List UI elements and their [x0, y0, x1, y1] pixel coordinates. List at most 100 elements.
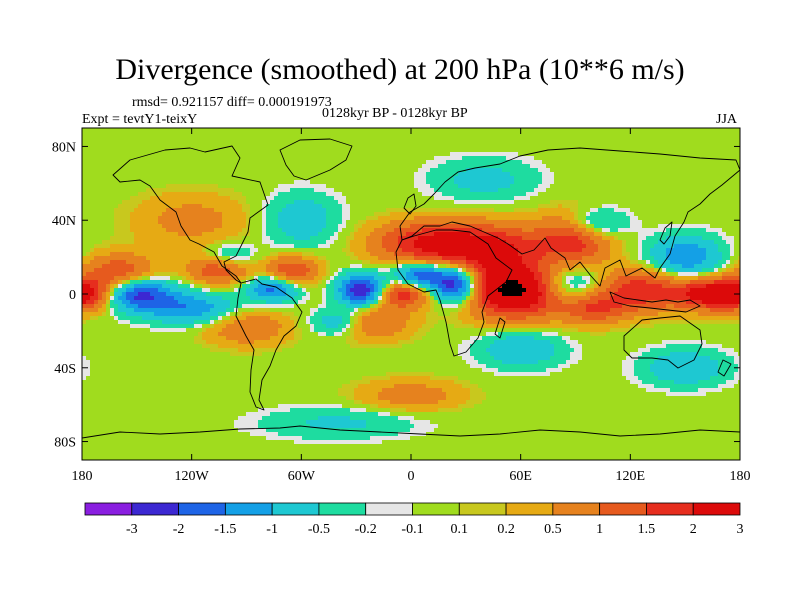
heatmap-cell	[262, 180, 267, 185]
heatmap-cell	[582, 224, 587, 229]
heatmap-cell	[250, 248, 255, 253]
heatmap-cell	[482, 176, 487, 181]
heatmap-cell	[122, 244, 127, 249]
heatmap-cell	[286, 220, 291, 225]
heatmap-cell	[446, 208, 451, 213]
heatmap-cell	[470, 180, 475, 185]
heatmap-cell	[394, 172, 399, 177]
heatmap-cell	[630, 148, 635, 153]
heatmap-cell	[362, 132, 367, 137]
heatmap-cell	[350, 232, 355, 237]
heatmap-cell	[586, 180, 591, 185]
heatmap-cell	[730, 188, 735, 193]
heatmap-cell	[570, 128, 575, 133]
heatmap-cell	[298, 208, 303, 213]
heatmap-cell	[678, 152, 683, 157]
heatmap-cell	[470, 224, 475, 229]
heatmap-cell	[590, 240, 595, 245]
heatmap-cell	[730, 128, 735, 133]
heatmap-cell	[234, 136, 239, 141]
heatmap-cell	[526, 232, 531, 237]
heatmap-cell	[238, 196, 243, 201]
heatmap-cell	[266, 140, 271, 145]
heatmap-cell	[630, 236, 635, 241]
heatmap-cell	[374, 128, 379, 133]
heatmap-cell	[694, 224, 699, 229]
heatmap-cell	[430, 168, 435, 173]
heatmap-cell	[106, 192, 111, 197]
heatmap-cell	[546, 144, 551, 149]
heatmap-cell	[674, 220, 679, 225]
heatmap-cell	[510, 136, 515, 141]
heatmap-cell	[154, 248, 159, 253]
heatmap-cell	[474, 172, 479, 177]
heatmap-cell	[234, 224, 239, 229]
heatmap-cell	[226, 152, 231, 157]
heatmap-cell	[338, 128, 343, 133]
heatmap-cell	[198, 216, 203, 221]
heatmap-cell	[698, 228, 703, 233]
heatmap-cell	[530, 180, 535, 185]
heatmap-cell	[326, 196, 331, 201]
heatmap-cell	[406, 140, 411, 145]
heatmap-cell	[406, 148, 411, 153]
heatmap-cell	[686, 244, 691, 249]
heatmap-cell	[358, 172, 363, 177]
heatmap-cell	[726, 244, 731, 249]
heatmap-cell	[590, 132, 595, 137]
heatmap-cell	[190, 228, 195, 233]
heatmap-cell	[126, 128, 131, 133]
heatmap-cell	[502, 172, 507, 177]
heatmap-cell	[474, 140, 479, 145]
heatmap-cell	[238, 128, 243, 133]
heatmap-cell	[206, 208, 211, 213]
heatmap-cell	[522, 176, 527, 181]
heatmap-cell	[658, 176, 663, 181]
heatmap-cell	[106, 136, 111, 141]
heatmap-cell	[310, 196, 315, 201]
heatmap-cell	[690, 176, 695, 181]
heatmap-cell	[366, 216, 371, 221]
heatmap-cell	[206, 168, 211, 173]
heatmap-cell	[366, 144, 371, 149]
heatmap-cell	[654, 200, 659, 205]
heatmap-cell	[522, 200, 527, 205]
heatmap-cell	[134, 168, 139, 173]
heatmap-cell	[110, 128, 115, 133]
heatmap-cell	[210, 208, 215, 213]
heatmap-cell	[218, 152, 223, 157]
heatmap-cell	[714, 228, 719, 233]
heatmap-cell	[310, 220, 315, 225]
heatmap-cell	[706, 204, 711, 209]
heatmap-cell	[414, 128, 419, 133]
heatmap-cell	[358, 136, 363, 141]
heatmap-cell	[622, 244, 627, 249]
heatmap-cell	[270, 204, 275, 209]
heatmap-cell	[278, 172, 283, 177]
heatmap-cell	[450, 188, 455, 193]
heatmap-cell	[154, 160, 159, 165]
heatmap-cell	[186, 192, 191, 197]
heatmap-cell	[406, 144, 411, 149]
heatmap-cell	[406, 136, 411, 141]
heatmap-cell	[542, 212, 547, 217]
heatmap-cell	[138, 228, 143, 233]
heatmap-cell	[514, 184, 519, 189]
heatmap-cell	[226, 128, 231, 133]
heatmap-cell	[442, 216, 447, 221]
heatmap-cell	[118, 128, 123, 133]
heatmap-cell	[642, 216, 647, 221]
heatmap-cell	[342, 140, 347, 145]
heatmap-cell	[626, 144, 631, 149]
heatmap-cell	[178, 184, 183, 189]
heatmap-cell	[734, 180, 739, 185]
heatmap-cell	[494, 244, 499, 249]
heatmap-cell	[478, 156, 483, 161]
heatmap-cell	[710, 236, 715, 241]
heatmap-cell	[318, 184, 323, 189]
heatmap-cell	[358, 228, 363, 233]
heatmap-cell	[422, 212, 427, 217]
heatmap-cell	[658, 224, 663, 229]
heatmap-cell	[206, 132, 211, 137]
heatmap-cell	[534, 224, 539, 229]
